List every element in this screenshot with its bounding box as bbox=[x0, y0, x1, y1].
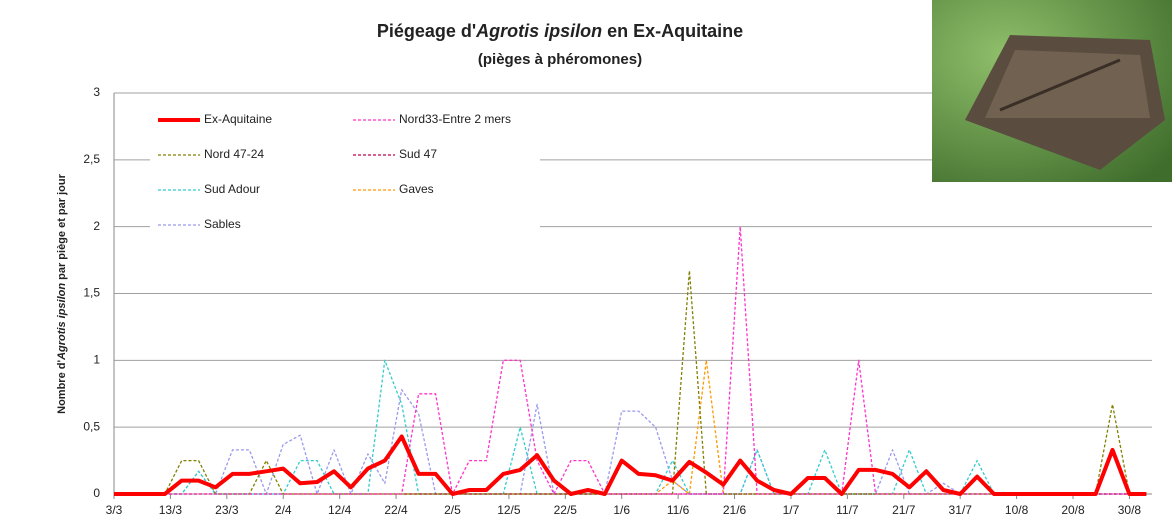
x-tick-label: 21/7 bbox=[892, 503, 916, 517]
photo bbox=[932, 0, 1172, 182]
x-tick-label: 12/4 bbox=[328, 503, 352, 517]
x-tick-label: 1/7 bbox=[783, 503, 800, 517]
chart-subtitle: (pièges à phéromones) bbox=[478, 51, 642, 68]
series-line bbox=[114, 271, 1146, 494]
y-axis-title: Nombre d'Agrotis ipsilon par piège et pa… bbox=[56, 173, 68, 413]
x-tick-label: 11/6 bbox=[667, 503, 690, 517]
y-tick-label: 0 bbox=[93, 486, 100, 500]
x-tick-label: 31/7 bbox=[949, 503, 973, 517]
x-tick-label: 13/3 bbox=[159, 503, 183, 517]
x-tick-label: 2/5 bbox=[444, 503, 461, 517]
chart-title: Piégeage d'Agrotis ipsilon en Ex-Aquitai… bbox=[377, 21, 743, 41]
x-tick-label: 20/8 bbox=[1061, 503, 1085, 517]
x-tick-label: 30/8 bbox=[1118, 503, 1142, 517]
x-tick-label: 11/7 bbox=[836, 503, 859, 517]
y-tick-label: 1,5 bbox=[83, 286, 100, 300]
legend-label: Gaves bbox=[399, 182, 434, 196]
y-tick-label: 2,5 bbox=[83, 152, 100, 166]
legend: Ex-Aquitaine Nord33-Entre 2 mers Nord 47-2… bbox=[150, 108, 540, 234]
y-tick-label: 2 bbox=[93, 219, 100, 233]
x-tick-label: 21/6 bbox=[723, 503, 747, 517]
y-tick-label: 1 bbox=[93, 353, 100, 367]
y-tick-label: 0,5 bbox=[83, 419, 100, 433]
legend-label: Nord33-Entre 2 mers bbox=[399, 112, 511, 126]
x-tick-label: 22/4 bbox=[384, 503, 408, 517]
series-line bbox=[114, 437, 1146, 495]
x-tick-label: 1/6 bbox=[613, 503, 630, 517]
legend-label: Sud 47 bbox=[399, 147, 437, 161]
x-tick-label: 2/4 bbox=[275, 503, 292, 517]
legend-label: Sud Adour bbox=[204, 182, 260, 196]
chart: Piégeage d'Agrotis ipsilon en Ex-Aquitai… bbox=[0, 0, 1172, 523]
x-tick-label: 12/5 bbox=[497, 503, 521, 517]
x-tick-label: 10/8 bbox=[1005, 503, 1029, 517]
series-line bbox=[114, 390, 1146, 494]
x-tick-label: 22/5 bbox=[554, 503, 578, 517]
legend-label: Ex-Aquitaine bbox=[204, 112, 272, 126]
legend-box bbox=[150, 108, 540, 234]
x-tick-label: 3/3 bbox=[106, 503, 123, 517]
x-tick-label: 23/3 bbox=[215, 503, 239, 517]
legend-label: Nord 47-24 bbox=[204, 147, 264, 161]
y-tick-label: 3 bbox=[93, 85, 100, 99]
legend-label: Sables bbox=[204, 217, 241, 231]
